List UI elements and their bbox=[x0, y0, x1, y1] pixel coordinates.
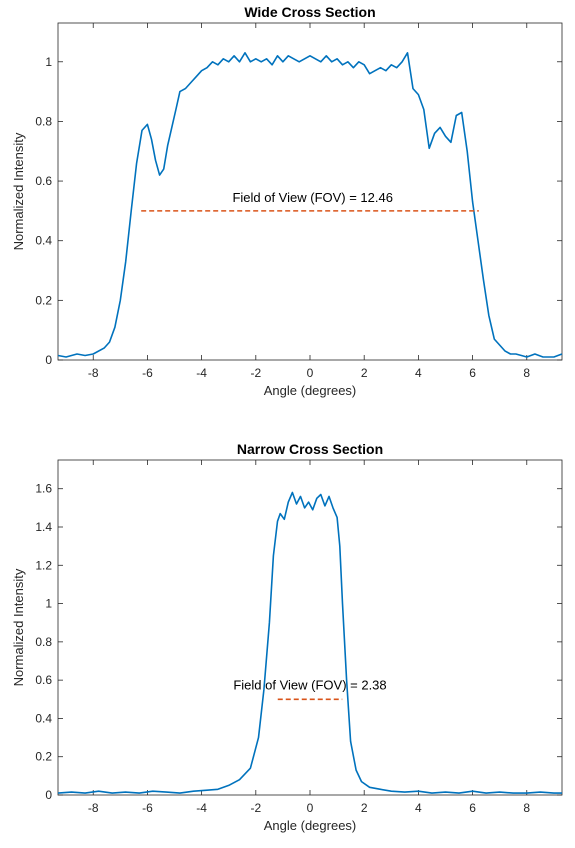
chart-title: Narrow Cross Section bbox=[237, 441, 383, 457]
y-tick-label: 0 bbox=[45, 788, 52, 802]
x-tick-label: 8 bbox=[523, 801, 530, 815]
y-tick-label: 0.6 bbox=[35, 174, 52, 188]
y-tick-label: 0.6 bbox=[35, 673, 52, 687]
x-tick-label: -2 bbox=[250, 801, 261, 815]
series-line-intensity bbox=[57, 51, 563, 358]
x-tick-label: -8 bbox=[88, 801, 99, 815]
plot-frame bbox=[57, 459, 563, 796]
y-tick-label: 0.8 bbox=[35, 635, 52, 649]
fov-annotation: Field of View (FOV) = 12.46 bbox=[232, 190, 393, 205]
y-tick-label: 0.4 bbox=[35, 711, 52, 725]
x-tick-label: 8 bbox=[523, 366, 530, 380]
y-tick-label: 0 bbox=[45, 353, 52, 367]
x-tick-label: 2 bbox=[361, 366, 368, 380]
x-tick-label: 2 bbox=[361, 801, 368, 815]
series-line-intensity bbox=[57, 491, 562, 794]
y-tick-label: 1 bbox=[45, 597, 52, 611]
x-tick-label: -4 bbox=[196, 801, 207, 815]
x-tick-label: -8 bbox=[88, 366, 99, 380]
y-axis-label: Normalized Intensity bbox=[11, 132, 26, 250]
fov-annotation: Field of View (FOV) = 2.38 bbox=[233, 678, 386, 693]
x-tick-label: -6 bbox=[142, 366, 153, 380]
y-tick-label: 0.4 bbox=[35, 234, 52, 248]
chart-panel-1: -8 -6 -4 -2 0 2 4 6 8 0 0.2 0.4 0.6 0.8 1 Field of View… bbox=[11, 4, 563, 398]
x-tick-label: -4 bbox=[196, 366, 207, 380]
y-tick-label: 0.8 bbox=[35, 114, 52, 128]
x-axis-label: Angle (degrees) bbox=[264, 818, 357, 833]
x-tick-label: 4 bbox=[415, 801, 422, 815]
x-tick-label: 0 bbox=[307, 366, 314, 380]
x-tick-label: -6 bbox=[142, 801, 153, 815]
x-tick-label: 6 bbox=[469, 801, 476, 815]
chart-panel-2: -8 -6 -4 -2 0 2 4 6 8 0 0.2 0.4 0.6 0.8 1 1.2 1.4 1.6 Fiel… bbox=[11, 441, 563, 833]
y-tick-label: 1.2 bbox=[35, 558, 52, 572]
y-tick-label: 0.2 bbox=[35, 293, 52, 307]
plot-frame bbox=[57, 22, 563, 361]
x-axis-label: Angle (degrees) bbox=[264, 383, 357, 398]
x-tick-label: 6 bbox=[469, 366, 476, 380]
y-axis-label: Normalized Intensity bbox=[11, 568, 26, 686]
y-tick-label: 1 bbox=[45, 55, 52, 69]
chart-title: Wide Cross Section bbox=[244, 4, 375, 20]
x-tick-label: -2 bbox=[250, 366, 261, 380]
y-tick-label: 0.2 bbox=[35, 750, 52, 764]
x-tick-label: 0 bbox=[307, 801, 314, 815]
y-tick-label: 1.6 bbox=[35, 482, 52, 496]
x-tick-label: 4 bbox=[415, 366, 422, 380]
y-tick-label: 1.4 bbox=[35, 520, 52, 534]
